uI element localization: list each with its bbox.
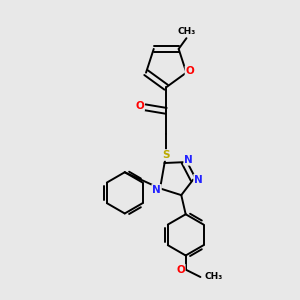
Text: O: O [185, 66, 194, 76]
Text: CH₃: CH₃ [205, 272, 223, 281]
Text: CH₃: CH₃ [177, 27, 196, 36]
Text: S: S [162, 150, 170, 160]
Text: N: N [194, 175, 203, 184]
Text: O: O [176, 265, 185, 275]
Text: O: O [135, 101, 144, 111]
Text: N: N [184, 155, 193, 165]
Text: N: N [152, 185, 161, 195]
